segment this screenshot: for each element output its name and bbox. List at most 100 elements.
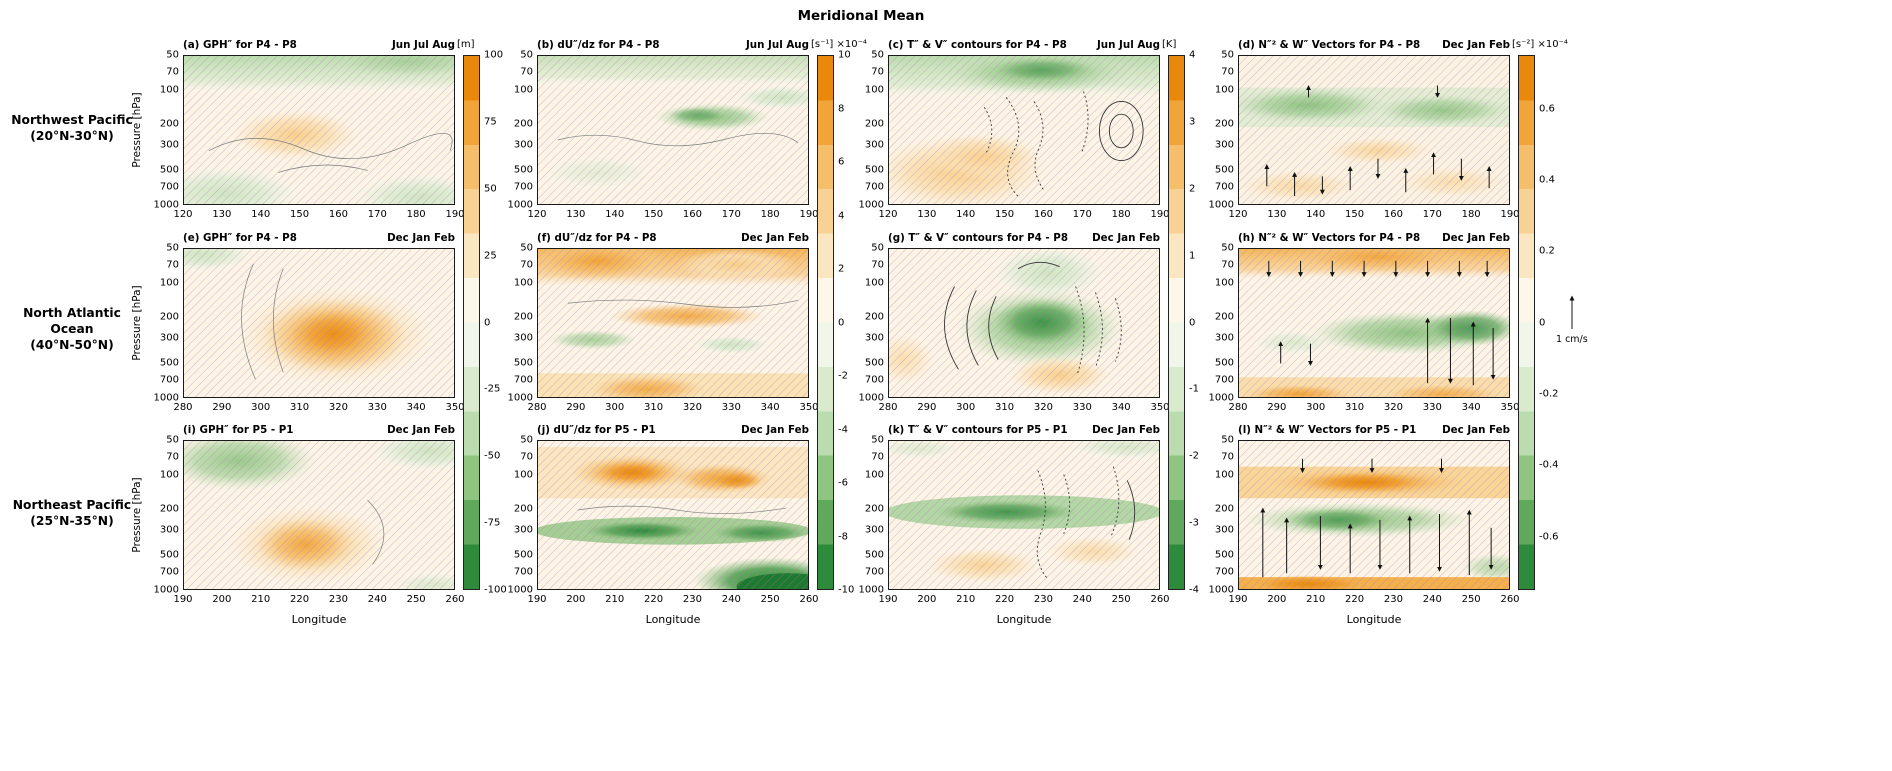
colorbar-tick-label: 0.2: [1539, 245, 1555, 257]
x-tick-label: 280: [527, 402, 547, 413]
panel-season: Jun Jul Aug: [391, 39, 455, 51]
y-tick-label: 70: [166, 259, 179, 271]
x-tick-label: 310: [1345, 402, 1365, 413]
y-tick-label: 70: [520, 451, 533, 463]
y-tick-label: 300: [864, 139, 884, 151]
x-tick-label: 180: [406, 209, 426, 220]
hatch-overlay: [1239, 249, 1509, 397]
colorbar-tick-label: -25: [484, 383, 501, 395]
panel-title: (f) dU″/dz for P4 - P8: [537, 232, 657, 244]
hatch-overlay: [1239, 56, 1509, 204]
panel-g-art: [889, 249, 1159, 397]
y-tick-label: 300: [864, 332, 884, 344]
y-tick-label: 1000: [153, 199, 179, 211]
y-tick-label: 700: [1214, 181, 1234, 193]
colorbar-tick-label: -0.2: [1539, 388, 1559, 400]
x-tick-label: 190: [1228, 594, 1248, 605]
x-tick-label: 140: [251, 209, 271, 220]
panel-season: Dec Jan Feb: [387, 232, 455, 244]
x-tick-label: 120: [527, 209, 547, 220]
x-tick-label: 320: [1383, 402, 1403, 413]
y-axis-ticks: 50 70 100 200 300 500 700 1000: [850, 50, 884, 211]
panel-i-title-row: (i) GPH″ for P5 - P1 Dec Jan Feb: [183, 424, 455, 438]
vector-scale-arrow-icon: [1569, 295, 1575, 329]
panel-d-title-row: (d) N″² & W″ Vectors for P4 - P8 Dec Jan…: [1238, 39, 1510, 53]
panel-a-gph-jja: [183, 55, 455, 205]
x-tick-label: 180: [1461, 209, 1481, 220]
panel-i-art: [184, 441, 454, 589]
y-tick-label: 1000: [1208, 199, 1234, 211]
y-tick-label: 70: [871, 66, 884, 78]
y-axis-ticks: 50 70 100 200 300 500 700 1000: [145, 243, 179, 404]
x-tick-label: 210: [1306, 594, 1326, 605]
y-tick-label: 200: [1214, 503, 1234, 515]
y-tick-label: 50: [520, 434, 533, 446]
panel-season: Jun Jul Aug: [745, 39, 809, 51]
colorbar-tick-label: 25: [484, 250, 497, 262]
colorbar-tick-label: 100: [484, 49, 504, 61]
x-tick-label: 200: [566, 594, 586, 605]
y-tick-label: 50: [166, 49, 179, 61]
y-tick-label: 300: [159, 332, 179, 344]
panel-f-art: [538, 249, 808, 397]
y-tick-label: 100: [864, 84, 884, 96]
y-tick-label: 50: [1221, 434, 1234, 446]
region-label-northwest-pacific: Northwest Pacific (20°N-30°N): [2, 112, 142, 144]
x-tick-label: 140: [1306, 209, 1326, 220]
panel-d-n2w-jja: [1238, 55, 1510, 205]
region-label-line1: Northwest Pacific: [11, 113, 133, 127]
y-tick-label: 1000: [153, 392, 179, 404]
x-tick-label: 310: [290, 402, 310, 413]
panel-e-art: [184, 249, 454, 397]
panel-title: (a) GPH″ for P4 - P8: [183, 39, 297, 51]
x-tick-label: 290: [212, 402, 232, 413]
y-tick-label: 100: [159, 469, 179, 481]
y-tick-label: 700: [864, 374, 884, 386]
y-tick-label: 100: [513, 84, 533, 96]
x-tick-label: 160: [328, 209, 348, 220]
panel-c-art: [889, 56, 1159, 204]
panel-c-tv-jja: [888, 55, 1160, 205]
colorbar-tick-label: 2: [838, 263, 845, 275]
x-tick-label: 350: [1150, 402, 1170, 413]
x-tick-label: 280: [878, 402, 898, 413]
x-tick-label: 340: [406, 402, 426, 413]
panel-season: Dec Jan Feb: [1442, 232, 1510, 244]
x-tick-label: 160: [1383, 209, 1403, 220]
colorbar-tick-label: 75: [484, 116, 497, 128]
contour-lines: [577, 505, 787, 514]
panel-season: Jun Jul Aug: [1096, 39, 1160, 51]
panel-h-art: [1239, 249, 1509, 397]
longitude-axis-label: Longitude: [645, 613, 701, 626]
panel-f-dudz-djf: [537, 248, 809, 398]
colorbar-gph: [463, 55, 480, 590]
panel-season: Dec Jan Feb: [1442, 424, 1510, 436]
x-tick-label: 260: [445, 594, 465, 605]
panel-g-title-row: (g) T″ & V″ contours for P4 - P8 Dec Jan…: [888, 232, 1160, 246]
y-tick-label: 300: [864, 524, 884, 536]
y-tick-label: 100: [513, 469, 533, 481]
x-tick-label: 300: [251, 402, 271, 413]
colorbar-tick-label: 4: [1189, 49, 1196, 61]
panel-i-gph-p5p1: [183, 440, 455, 590]
region-label-line1: North Atlantic Ocean: [23, 306, 121, 336]
colorbar-tick-label: -10: [838, 584, 855, 596]
panel-season: Dec Jan Feb: [741, 232, 809, 244]
colorbar-tick-label: 6: [838, 156, 845, 168]
y-tick-label: 200: [864, 118, 884, 130]
y-tick-label: 70: [1221, 259, 1234, 271]
x-tick-label: 120: [1228, 209, 1248, 220]
colorbar-dudz: [817, 55, 834, 590]
y-axis-ticks: 50 70 100 200 300 500 700 1000: [499, 243, 533, 404]
panel-b-art: [538, 56, 808, 204]
y-tick-label: 700: [513, 181, 533, 193]
y-tick-label: 200: [1214, 311, 1234, 323]
x-tick-label: 230: [1033, 594, 1053, 605]
y-tick-label: 200: [513, 118, 533, 130]
colorbar-tick-label: -75: [484, 517, 501, 529]
panel-l-n2w-p5p1: [1238, 440, 1510, 590]
colorbar-tick-label: 0: [484, 317, 491, 328]
colorbar-tick-label: 8: [838, 103, 845, 114]
region-label-line1: Northeast Pacific: [12, 498, 132, 512]
